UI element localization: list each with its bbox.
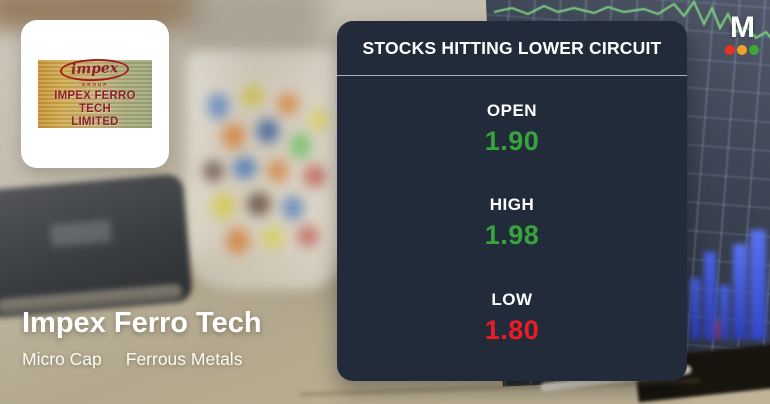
- impex-script-text: impex: [71, 59, 119, 78]
- panel-title: STOCKS HITTING LOWER CIRCUIT: [337, 21, 687, 76]
- logo-dots: [725, 45, 759, 55]
- company-name-line2: LIMITED: [71, 116, 119, 129]
- impex-group-text: GROUP: [81, 81, 109, 87]
- smartphone: [0, 173, 194, 319]
- green-dot-icon: [749, 45, 759, 55]
- tag-sector: Ferrous Metals: [125, 348, 243, 369]
- high-value: 1.98: [484, 220, 540, 251]
- impex-logo: impex GROUP IMPEX FERRO TECH LIMITED: [38, 57, 152, 130]
- impex-script-badge: impex: [60, 57, 130, 82]
- candies: [193, 76, 339, 274]
- jar-glass: [186, 50, 346, 290]
- open-label: OPEN: [486, 101, 538, 121]
- company-tags: Micro Cap Ferrous Metals: [22, 349, 262, 370]
- green-chart-line: [494, 0, 770, 40]
- stat-row-open: OPEN 1.90: [337, 101, 687, 157]
- m-letter-icon: M: [730, 11, 755, 44]
- high-label: HIGH: [489, 195, 535, 215]
- panel-rows: OPEN 1.90 HIGH 1.98 LOW 1.80: [337, 76, 687, 381]
- open-value: 1.90: [484, 126, 540, 157]
- company-name-lines: IMPEX FERRO TECH LIMITED: [38, 90, 152, 130]
- volume-bars: [688, 226, 768, 340]
- red-dot-icon: [725, 45, 735, 55]
- candy-jar: [186, 50, 346, 290]
- tag-market-cap: Micro Cap: [22, 348, 102, 369]
- publisher-logo: M: [721, 13, 763, 55]
- amber-dot-icon: [737, 45, 747, 55]
- stat-row-low: LOW 1.80: [337, 290, 687, 346]
- low-label: LOW: [491, 289, 533, 309]
- stat-row-high: HIGH 1.98: [337, 195, 687, 251]
- company-logo-card: impex GROUP IMPEX FERRO TECH LIMITED: [21, 20, 169, 168]
- low-value: 1.80: [484, 314, 540, 345]
- stats-panel: STOCKS HITTING LOWER CIRCUIT OPEN 1.90 H…: [337, 21, 687, 381]
- company-name-line1: IMPEX FERRO TECH: [54, 89, 136, 115]
- company-title: Impex Ferro Tech: [22, 307, 262, 339]
- footer: Impex Ferro Tech Micro Cap Ferrous Metal…: [22, 307, 262, 370]
